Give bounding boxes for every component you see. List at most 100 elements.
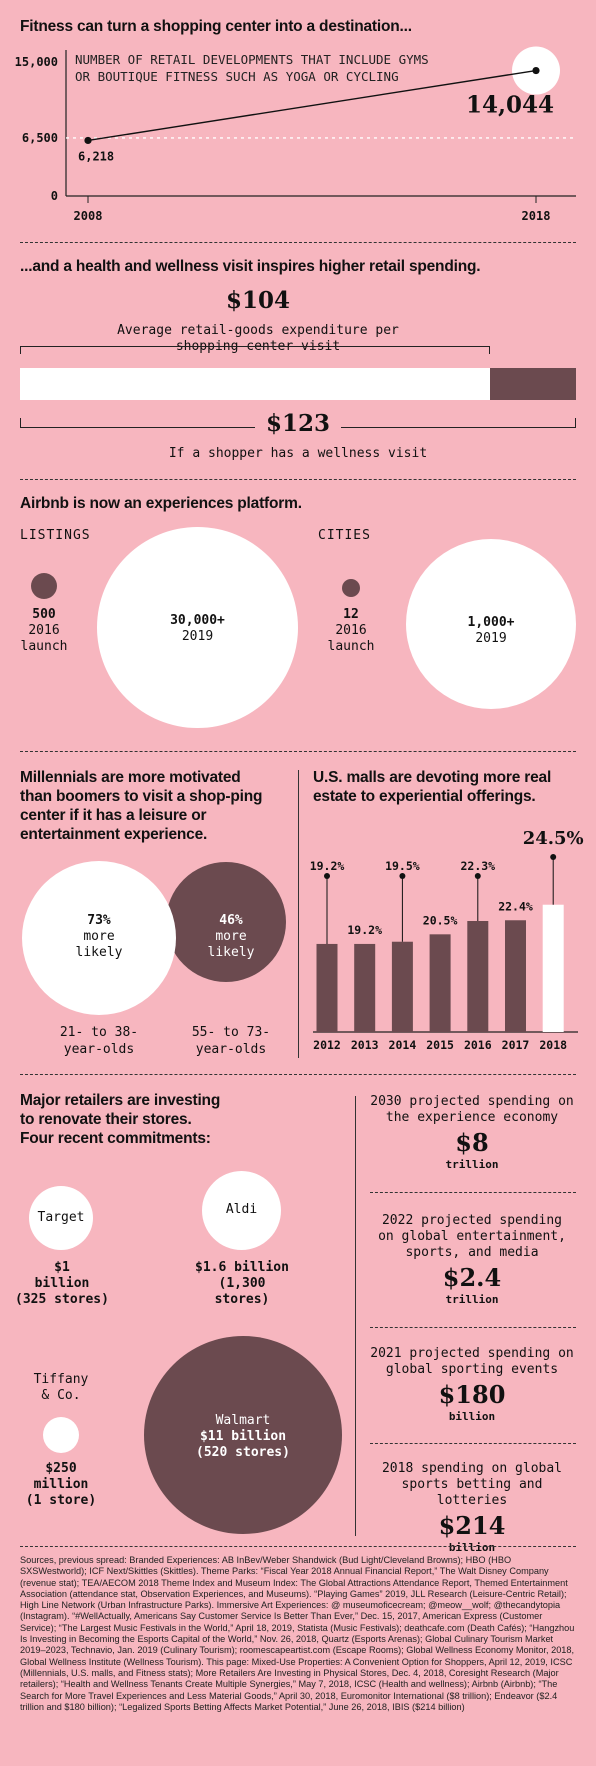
- fitness-x-tick: 2008: [74, 209, 103, 223]
- fitness-chart-title: NUMBER OF RETAIL DEVELOPMENTS THAT INCLU…: [75, 52, 429, 67]
- unit: trillion: [445, 1293, 499, 1306]
- target-amount: $1 billion (325 stores): [0, 1260, 124, 1308]
- note: launch: [327, 639, 375, 654]
- pct: 46%: [219, 913, 243, 928]
- tiffany-name: Tiffany & Co.: [20, 1372, 102, 1404]
- line: more: [83, 929, 115, 944]
- malls-heading: U.S. malls are devoting more real estate…: [313, 768, 551, 806]
- value: 30,000+: [170, 613, 225, 628]
- divider: [370, 1192, 576, 1193]
- malls-bar-2015: [429, 934, 451, 1032]
- boomers-bubble: [166, 862, 286, 982]
- aldi-name: Aldi: [225, 1202, 258, 1217]
- airbnb-cities-2019-label: 1,000+ 2019: [406, 615, 576, 647]
- value: $2.4: [442, 1263, 502, 1292]
- year: 2019: [475, 631, 507, 646]
- malls-x-tick-2012: 2012: [313, 1038, 341, 1052]
- airbnb-listings-2019-label: 30,000+ 2019: [97, 613, 298, 645]
- millennials-bubble-label: 73% more likely: [22, 913, 176, 961]
- airbnb-cities-label: CITIES: [318, 528, 371, 543]
- wellness-visit-value: $123: [255, 410, 341, 437]
- line: 55- to 73-: [191, 1025, 271, 1040]
- caption: sports betting and lotteries: [401, 1477, 543, 1508]
- divider: [370, 1443, 576, 1444]
- heading-line: U.S. malls are devoting more real: [313, 769, 552, 786]
- line: more: [215, 929, 247, 944]
- value: 500: [32, 607, 56, 622]
- malls-bar-2017: [505, 920, 526, 1032]
- spending-stat-2030: 2030 projected spending on the experienc…: [366, 1094, 578, 1171]
- line: 21- to 38-: [59, 1025, 139, 1040]
- millennials-age-label: 21- to 38- year-olds: [29, 1024, 169, 1058]
- malls-bar-2013: [354, 943, 376, 1032]
- fitness-y-tick: 6,500: [22, 131, 58, 145]
- airbnb-cities-2019-bubble: [406, 539, 576, 709]
- wellness-bar-wellness-increment: [490, 368, 576, 400]
- line: $250: [45, 1461, 77, 1476]
- caption: on global entertainment,: [378, 1229, 566, 1244]
- millennials-heading: Millennials are more motivated than boom…: [20, 768, 262, 844]
- caption: the experience economy: [385, 1110, 559, 1125]
- line: (1 store): [25, 1493, 97, 1508]
- caption: sports, and media: [405, 1245, 539, 1260]
- sources-text: Sources, previous spread: Branded Experi…: [20, 1555, 575, 1712]
- airbnb-listings-2019-bubble: [97, 527, 298, 728]
- malls-pin-dot: [399, 873, 406, 879]
- spending-stat-2022: 2022 projected spending on global entert…: [366, 1213, 578, 1306]
- line: likely: [207, 945, 255, 960]
- fitness-chart-title: OR BOUTIQUE FITNESS SUCH AS YOGA OR CYCL…: [75, 69, 399, 84]
- value: 12: [343, 607, 359, 622]
- malls-x-tick-2018: 2018: [539, 1038, 567, 1052]
- malls-pin-dot: [474, 873, 481, 879]
- name: Walmart: [215, 1413, 271, 1428]
- divider: [20, 479, 576, 480]
- fitness-series-line: [87, 69, 537, 142]
- vertical-divider: [298, 770, 299, 1058]
- divider: [20, 1546, 576, 1547]
- year: 2019: [181, 629, 214, 644]
- year: 2016: [335, 623, 367, 638]
- line: billion: [34, 1276, 90, 1291]
- boomers-bubble-label: 46% more likely: [176, 913, 286, 961]
- wellness-avg-caption-line: Average retail-goods expenditure per: [117, 323, 399, 338]
- value: 1,000+: [467, 615, 515, 630]
- divider: [20, 751, 576, 752]
- retailers-heading: Major retailers are investing to renovat…: [20, 1091, 220, 1148]
- unit: trillion: [445, 1158, 499, 1171]
- line: $1.6 billion: [195, 1260, 289, 1275]
- wellness-visit-caption: If a shopper has a wellness visit: [168, 446, 428, 461]
- malls-bar-2018: [542, 904, 564, 1032]
- walmart-bubble: [144, 1336, 342, 1534]
- line: $1: [54, 1260, 70, 1275]
- heading-line: center if it has a leisure or: [20, 807, 207, 824]
- malls-bar-2014: [391, 941, 413, 1032]
- malls-pin-dot: [550, 854, 557, 860]
- line: (325 stores): [15, 1292, 109, 1307]
- malls-value-label-2016: 22.3%: [460, 859, 495, 873]
- walmart-label: Walmart $11 billion (520 stores): [144, 1413, 342, 1461]
- spending-stat-2018: 2018 spending on global sports betting a…: [366, 1461, 578, 1554]
- malls-x-tick-2016: 2016: [464, 1038, 492, 1052]
- malls-x-tick-2014: 2014: [389, 1038, 417, 1052]
- airbnb-heading: Airbnb is now an experiences platform.: [20, 495, 302, 512]
- vertical-divider: [355, 1096, 356, 1536]
- pct: 73%: [87, 913, 111, 928]
- aldi-amount: $1.6 billion (1,300 stores): [176, 1260, 308, 1308]
- target-bubble: [29, 1186, 93, 1250]
- malls-bar-chart: 19.2% 2012 19.2% 2013 19.5% 2014 20.5% 2015 22.3…: [310, 828, 584, 1052]
- divider: [20, 242, 576, 243]
- malls-bar-2016: [467, 921, 489, 1032]
- target-name: Target: [37, 1210, 85, 1225]
- line: year-olds: [63, 1042, 135, 1057]
- caption: 2018 spending on global: [381, 1461, 562, 1476]
- divider: [20, 1074, 576, 1075]
- caption: 2021 projected spending on: [370, 1346, 574, 1361]
- heading-line: than boomers to visit a shop-ping: [20, 788, 263, 805]
- line: likely: [75, 945, 123, 960]
- malls-value-label-2012: 19.2%: [310, 859, 345, 873]
- airbnb-listings-2016-label: 500 2016 launch: [4, 607, 84, 655]
- amount: $11 billion: [199, 1429, 287, 1444]
- line: (1,300: [218, 1276, 266, 1291]
- wellness-heading: ...and a health and wellness visit inspi…: [20, 258, 481, 275]
- fitness-x-tick: 2018: [522, 209, 551, 223]
